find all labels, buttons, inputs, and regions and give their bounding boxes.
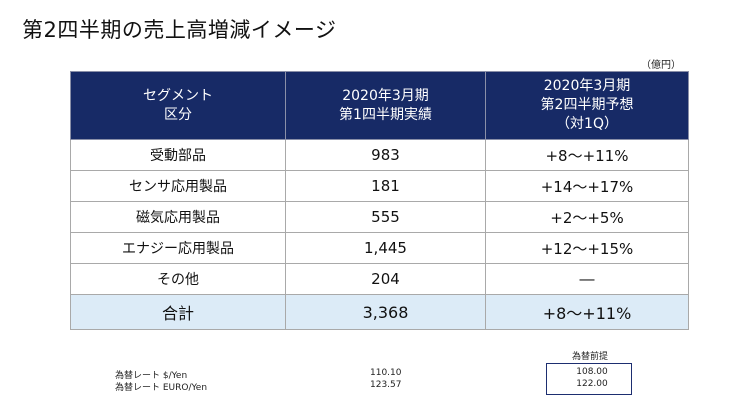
segment-cell: エナジー応用製品	[70, 232, 286, 264]
header-q1-actual: 2020年3月期 第1四半期実績	[285, 71, 486, 140]
fx-eur-label: 為替レート EURO/Yen	[115, 383, 208, 393]
q1-actual-cell: 1,445	[285, 232, 486, 264]
header-segment: セグメント 区分	[70, 71, 286, 140]
total-q1-actual-cell: 3,368	[285, 294, 486, 330]
header-segment-line-1: セグメント	[143, 87, 213, 104]
segment-cell: センサ応用製品	[70, 170, 286, 202]
segment-cell: 受動部品	[70, 139, 286, 171]
q1-actual-cell: 204	[285, 263, 486, 295]
q1-actual-cell: 983	[285, 139, 486, 171]
total-q2-forecast-cell: +8～+11%	[485, 294, 689, 330]
table-header-row: セグメント 区分 2020年3月期 第1四半期実績 2020年3月期 第2四半期…	[70, 71, 689, 140]
total-row: 合計 3,368 +8～+11%	[70, 294, 689, 330]
fx-usd-label: 為替レート $/Yen	[115, 371, 188, 381]
page-title: 第2四半期の売上高増減イメージ	[22, 18, 337, 42]
q2-forecast-cell: +2～+5%	[485, 201, 689, 233]
segment-cell: 磁気応用製品	[70, 201, 286, 233]
header-q1-line-1: 2020年3月期	[342, 87, 429, 104]
header-q1-line-2: 第1四半期実績	[339, 106, 432, 123]
q1-actual-cell: 181	[285, 170, 486, 202]
q2-forecast-cell: +8～+11%	[485, 139, 689, 171]
header-q2-line-3: （対1Q）	[556, 116, 618, 132]
fx-usd-assumption: 108.00	[576, 367, 608, 377]
q2-forecast-cell: +14～+17%	[485, 170, 689, 202]
header-segment-line-2: 区分	[164, 106, 192, 123]
segment-cell: その他	[70, 263, 286, 295]
header-q2-line-1: 2020年3月期	[543, 78, 631, 94]
fx-usd-actual: 110.10	[370, 368, 402, 378]
table-row: 磁気応用製品 555 +2～+5%	[70, 201, 689, 233]
table-row: エナジー応用製品 1,445 +12～+15%	[70, 232, 689, 264]
q2-forecast-cell: ―	[485, 263, 689, 295]
fx-assumption-header: 為替前提	[571, 352, 608, 362]
segment-sales-table: セグメント 区分 2020年3月期 第1四半期実績 2020年3月期 第2四半期…	[70, 71, 689, 330]
q2-forecast-cell: +12～+15%	[485, 232, 689, 264]
fx-eur-assumption: 122.00	[576, 379, 608, 389]
unit-label: （億円）	[641, 60, 681, 71]
total-label-cell: 合計	[70, 294, 286, 330]
table-row: 受動部品 983 +8～+11%	[70, 139, 689, 171]
header-q2-line-2: 第2四半期予想	[540, 97, 634, 113]
fx-eur-actual: 123.57	[370, 380, 402, 390]
fx-assumption-box	[546, 363, 632, 395]
table-row: センサ応用製品 181 +14～+17%	[70, 170, 689, 202]
header-q2-forecast: 2020年3月期 第2四半期予想 （対1Q）	[485, 71, 689, 140]
q1-actual-cell: 555	[285, 201, 486, 233]
table-row: その他 204 ―	[70, 263, 689, 295]
